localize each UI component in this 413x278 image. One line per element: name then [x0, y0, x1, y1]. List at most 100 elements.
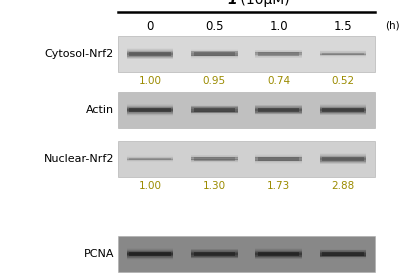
- Text: Cytosol-Nrf2: Cytosol-Nrf2: [45, 49, 114, 59]
- Bar: [191, 111, 237, 113]
- Bar: [255, 255, 301, 257]
- Bar: [127, 160, 173, 161]
- Bar: [319, 55, 365, 56]
- Bar: [255, 256, 301, 258]
- Bar: [193, 108, 235, 112]
- Bar: [321, 157, 363, 161]
- Bar: [127, 249, 173, 250]
- Bar: [127, 257, 173, 259]
- Bar: [191, 158, 237, 159]
- Bar: [319, 105, 365, 106]
- Bar: [118, 141, 374, 177]
- Bar: [118, 92, 374, 128]
- Bar: [255, 105, 301, 106]
- Text: 0.5: 0.5: [204, 19, 223, 33]
- Bar: [127, 113, 173, 115]
- Text: (10μM): (10μM): [235, 0, 289, 7]
- Bar: [319, 254, 365, 255]
- Bar: [127, 55, 173, 56]
- Bar: [319, 255, 365, 257]
- Bar: [191, 110, 237, 111]
- Bar: [319, 163, 365, 164]
- Bar: [191, 255, 237, 257]
- Bar: [193, 157, 235, 161]
- Bar: [319, 107, 365, 108]
- Bar: [191, 106, 237, 108]
- Bar: [127, 107, 173, 108]
- Text: 1.5: 1.5: [333, 19, 351, 33]
- Bar: [127, 253, 173, 254]
- Bar: [255, 157, 301, 158]
- Text: 1.0: 1.0: [269, 19, 287, 33]
- Bar: [255, 252, 301, 253]
- Bar: [255, 160, 301, 161]
- Bar: [127, 51, 173, 52]
- Bar: [257, 252, 299, 256]
- Bar: [191, 54, 237, 55]
- Bar: [255, 106, 301, 107]
- Bar: [127, 56, 173, 57]
- Bar: [127, 57, 173, 58]
- Bar: [127, 110, 173, 111]
- Bar: [191, 155, 237, 156]
- Bar: [191, 108, 237, 109]
- Bar: [255, 157, 301, 158]
- Bar: [319, 56, 365, 57]
- Bar: [255, 107, 301, 108]
- Bar: [191, 161, 237, 162]
- Bar: [127, 109, 173, 110]
- Bar: [127, 54, 173, 55]
- Bar: [193, 52, 235, 56]
- Bar: [319, 54, 365, 55]
- Bar: [127, 112, 173, 113]
- Bar: [191, 159, 237, 160]
- Bar: [191, 162, 237, 163]
- Bar: [127, 49, 173, 51]
- Bar: [191, 160, 237, 161]
- Bar: [321, 108, 363, 112]
- Bar: [255, 249, 301, 250]
- Bar: [127, 161, 173, 162]
- Bar: [127, 251, 173, 252]
- Bar: [127, 106, 173, 107]
- Bar: [191, 111, 237, 112]
- Bar: [319, 157, 365, 158]
- Bar: [191, 249, 237, 250]
- Bar: [255, 105, 301, 106]
- Bar: [255, 114, 301, 115]
- Bar: [191, 250, 237, 251]
- Bar: [257, 108, 299, 112]
- Bar: [319, 106, 365, 107]
- Bar: [255, 112, 301, 113]
- Bar: [319, 253, 365, 254]
- Bar: [319, 52, 365, 53]
- Bar: [319, 250, 365, 252]
- Bar: [127, 157, 173, 158]
- Bar: [191, 51, 237, 53]
- Bar: [321, 53, 363, 56]
- Bar: [319, 162, 365, 163]
- Bar: [255, 250, 301, 251]
- Bar: [255, 111, 301, 112]
- Bar: [129, 108, 171, 112]
- Bar: [127, 158, 173, 159]
- Bar: [255, 111, 301, 113]
- Bar: [127, 111, 173, 112]
- Bar: [191, 56, 237, 57]
- Bar: [319, 158, 365, 159]
- Bar: [319, 252, 365, 253]
- Bar: [255, 258, 301, 259]
- Text: 1.00: 1.00: [138, 181, 161, 191]
- Bar: [319, 51, 365, 52]
- Bar: [255, 109, 301, 110]
- Bar: [191, 114, 237, 115]
- Bar: [255, 51, 301, 52]
- Bar: [127, 248, 173, 249]
- Text: 0: 0: [146, 19, 154, 33]
- Bar: [127, 50, 173, 51]
- Bar: [319, 250, 365, 251]
- Bar: [319, 109, 365, 110]
- Bar: [127, 259, 173, 260]
- Bar: [319, 50, 365, 51]
- Bar: [127, 254, 173, 255]
